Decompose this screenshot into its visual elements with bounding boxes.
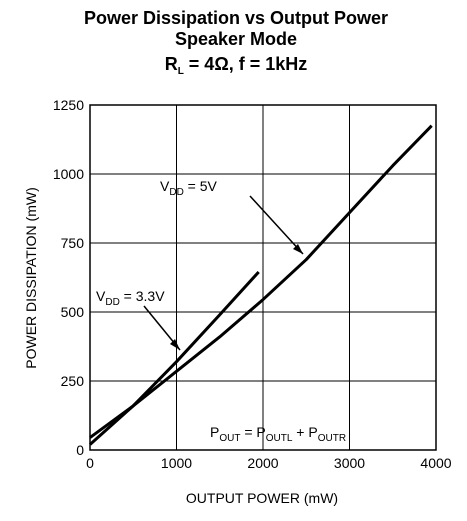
x-tick-label: 0 — [86, 455, 94, 471]
text-part: = 3.3V — [120, 288, 165, 304]
plot-frame — [89, 104, 437, 451]
y-tick-label: 750 — [61, 235, 85, 251]
text-part: DD — [169, 187, 183, 198]
text-part: = 4Ω, f = 1kHz — [184, 54, 308, 74]
x-tick-label: 3000 — [334, 455, 365, 471]
text-part: = P — [240, 424, 265, 440]
annotation: VDD = 5V — [160, 178, 218, 198]
chart-title: Speaker Mode — [175, 29, 297, 49]
arrow-head — [170, 339, 180, 350]
text-part: R — [165, 54, 178, 74]
arrow — [249, 195, 304, 255]
y-tick-label: 0 — [76, 442, 84, 458]
y-axis-label: POWER DISSIPATION (mW) — [23, 187, 39, 368]
x-tick-label: 1000 — [161, 455, 192, 471]
y-tick-label: 1250 — [53, 97, 84, 113]
text-part: V — [160, 178, 170, 194]
series-line — [89, 124, 433, 439]
text-part: DD — [105, 297, 119, 308]
chart-subtitle: RL = 4Ω, f = 1kHz — [165, 54, 308, 77]
chart-title: Power Dissipation vs Output Power — [84, 8, 388, 28]
text-part: V — [96, 288, 106, 304]
y-tick-label: 500 — [61, 304, 85, 320]
text-part: L — [178, 66, 184, 77]
text-part: = 5V — [184, 178, 218, 194]
x-tick-label: 2000 — [247, 455, 278, 471]
text-part: OUT — [219, 433, 240, 444]
x-axis-label: OUTPUT POWER (mW) — [186, 490, 338, 506]
x-tick-label: 4000 — [420, 455, 451, 471]
text-part: OUTL — [266, 433, 293, 444]
series-line — [89, 270, 260, 446]
y-tick-label: 1000 — [53, 166, 84, 182]
y-tick-label: 250 — [61, 373, 85, 389]
text-part: + P — [292, 424, 317, 440]
annotation: POUT = POUTL + POUTR — [210, 424, 346, 444]
annotation: VDD = 3.3V — [96, 288, 165, 308]
arrow-head — [293, 244, 303, 254]
text-part: P — [210, 424, 219, 440]
text-part: OUTR — [318, 433, 346, 444]
